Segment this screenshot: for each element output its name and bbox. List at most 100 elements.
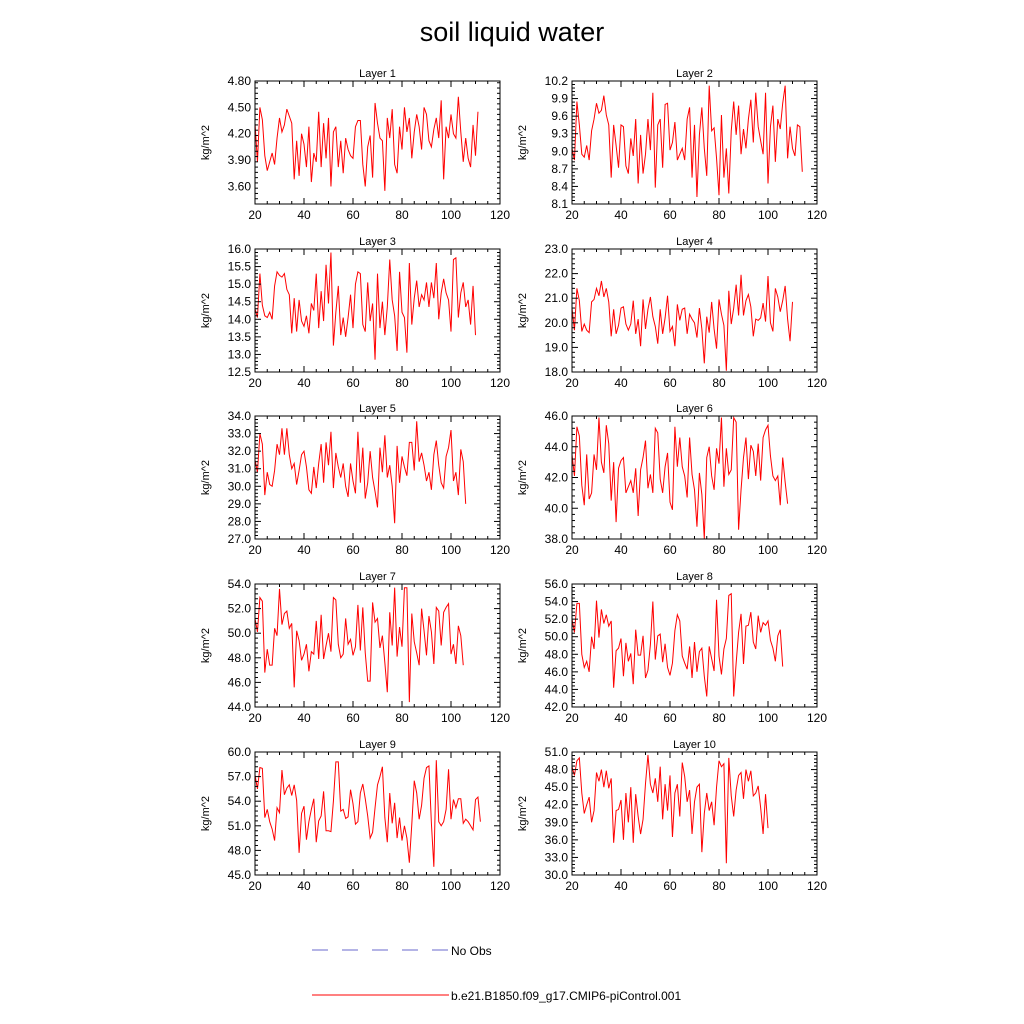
series-line (254, 96, 479, 191)
x-tick-label: 120 (490, 879, 510, 893)
y-tick-label: 30.0 (228, 479, 252, 493)
plot-frame (254, 80, 501, 205)
x-tick-label: 40 (297, 208, 311, 222)
y-tick-label: 29.0 (228, 497, 252, 511)
panel-title: Layer 1 (359, 68, 396, 80)
y-tick-label: 13.0 (228, 347, 252, 361)
y-tick-label: 48.0 (228, 843, 252, 857)
x-tick-label: 120 (807, 879, 827, 893)
panel-layer-6: Layer 6 kg/m^2 20 40 60 80 100 120 38.0 40.0 42.0 4… (517, 403, 827, 557)
y-axis-label: kg/m^2 (200, 293, 212, 328)
y-tick-label: 51.0 (228, 819, 252, 833)
y-tick-label: 54.0 (228, 794, 252, 808)
panel-title: Layer 5 (359, 403, 396, 415)
plot-frame (254, 751, 501, 876)
series-line (571, 592, 784, 697)
series-line (254, 587, 464, 703)
series-line (254, 760, 481, 867)
x-tick-label: 20 (248, 711, 262, 725)
x-tick-label: 100 (441, 543, 461, 557)
y-tick-label: 56.0 (545, 577, 569, 591)
y-tick-label: 27.0 (228, 532, 252, 546)
panel-layer-1: Layer 1 kg/m^2 20 40 60 80 100 120 3.60 3.90 4.20 4… (200, 68, 510, 222)
x-tick-label: 20 (565, 711, 579, 725)
x-tick-label: 80 (712, 879, 726, 893)
panel-layer-7: Layer 7 kg/m^2 20 40 60 80 100 120 44.0 46.0 48.0 5… (200, 571, 510, 725)
y-tick-label: 57.0 (228, 770, 252, 784)
x-tick-label: 100 (758, 879, 778, 893)
y-tick-label: 20.0 (545, 316, 569, 330)
y-tick-label: 8.7 (551, 162, 568, 176)
x-tick-label: 40 (614, 376, 628, 390)
y-tick-label: 54.0 (545, 595, 569, 609)
x-tick-label: 40 (297, 879, 311, 893)
y-tick-label: 9.9 (551, 92, 568, 106)
figure-title: soil liquid water (420, 17, 605, 47)
y-axis-label: kg/m^2 (200, 796, 212, 831)
x-tick-label: 20 (565, 543, 579, 557)
panel-title: Layer 3 (359, 236, 396, 248)
legend-label-control-run: b.e21.B1850.f09_g17.CMIP6-piControl.001 (451, 989, 681, 1003)
y-tick-label: 34.0 (228, 409, 252, 423)
x-tick-label: 60 (663, 879, 677, 893)
plot-frame (254, 415, 501, 540)
x-tick-label: 20 (248, 376, 262, 390)
x-tick-label: 20 (248, 879, 262, 893)
x-tick-label: 60 (346, 376, 360, 390)
x-tick-label: 100 (441, 376, 461, 390)
y-tick-label: 4.20 (228, 127, 252, 141)
y-tick-label: 42.0 (545, 700, 569, 714)
y-tick-label: 12.5 (228, 365, 252, 379)
y-tick-label: 38.0 (545, 532, 569, 546)
y-tick-label: 30.0 (545, 868, 569, 882)
x-tick-label: 40 (614, 879, 628, 893)
y-tick-label: 45.0 (545, 780, 569, 794)
y-tick-label: 51.0 (545, 745, 569, 759)
y-axis-label: kg/m^2 (517, 628, 529, 663)
x-tick-label: 100 (441, 879, 461, 893)
x-tick-label: 120 (807, 208, 827, 222)
y-tick-label: 36.0 (545, 833, 569, 847)
x-tick-label: 80 (395, 543, 409, 557)
y-tick-label: 32.0 (228, 444, 252, 458)
panel-layer-9: Layer 9 kg/m^2 20 40 60 80 100 120 45.0 48.0 51.0 5… (200, 739, 510, 893)
panel-layer-8: Layer 8 kg/m^2 20 40 60 80 100 120 42.0 44.0 46.0 4… (517, 571, 827, 725)
x-tick-label: 60 (346, 711, 360, 725)
x-tick-label: 60 (346, 879, 360, 893)
y-tick-label: 15.0 (228, 277, 252, 291)
y-tick-label: 48.0 (545, 647, 569, 661)
x-tick-label: 80 (395, 879, 409, 893)
panel-title: Layer 9 (359, 739, 396, 751)
plot-frame (254, 248, 501, 373)
y-tick-label: 9.0 (551, 144, 568, 158)
y-tick-label: 23.0 (545, 242, 569, 256)
y-tick-label: 9.6 (551, 109, 568, 123)
y-tick-label: 46.0 (228, 675, 252, 689)
x-tick-label: 40 (614, 711, 628, 725)
panel-layer-10: Layer 10 kg/m^2 20 40 60 80 100 120 30.0 33.0 36.0… (517, 739, 827, 893)
x-tick-label: 40 (297, 543, 311, 557)
panel-title: Layer 8 (676, 571, 713, 583)
x-tick-label: 40 (297, 376, 311, 390)
x-tick-label: 100 (758, 711, 778, 725)
x-tick-label: 40 (614, 543, 628, 557)
x-tick-label: 100 (758, 376, 778, 390)
y-tick-label: 54.0 (228, 577, 252, 591)
x-tick-label: 120 (490, 543, 510, 557)
y-tick-label: 45.0 (228, 868, 252, 882)
series-line (571, 274, 793, 371)
x-tick-label: 80 (395, 208, 409, 222)
x-tick-label: 120 (807, 376, 827, 390)
y-axis-label: kg/m^2 (517, 460, 529, 495)
panel-layer-3: Layer 3 kg/m^2 20 40 60 80 100 120 12.5 13.0 13.5 1… (200, 236, 510, 390)
y-tick-label: 48.0 (228, 651, 252, 665)
y-tick-label: 19.0 (545, 340, 569, 354)
y-tick-label: 15.5 (228, 260, 252, 274)
y-tick-label: 9.3 (551, 127, 568, 141)
plot-frame (571, 80, 818, 205)
x-tick-label: 60 (346, 208, 360, 222)
series-line (571, 754, 769, 864)
x-tick-label: 80 (395, 711, 409, 725)
panel-title: Layer 6 (676, 403, 713, 415)
y-tick-label: 46.0 (545, 665, 569, 679)
